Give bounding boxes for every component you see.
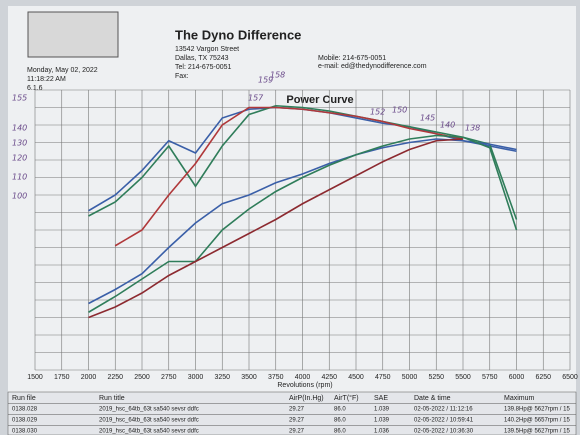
table-cell: 02-05-2022 / 10:59:41: [414, 418, 474, 424]
x-tick-label: 2250: [107, 374, 123, 381]
street: 13542 Vargon Street: [175, 46, 239, 53]
logo: [27, 11, 119, 58]
x-tick-label: 6250: [535, 374, 551, 381]
table-cell: 2019_hsc_64tb_63t sa540 sevsr ddfc: [99, 429, 199, 435]
power-curve: [88, 134, 518, 313]
x-tick-label: 4250: [321, 374, 337, 381]
handwritten-note: 157: [248, 94, 264, 103]
date: Monday, May 02, 2022: [27, 67, 98, 74]
table-cell: 1.039: [374, 418, 390, 424]
power-curve: [88, 104, 518, 220]
fax: Fax:: [175, 73, 189, 80]
handwritten-note: 140: [440, 121, 455, 130]
x-tick-label: 3750: [268, 374, 284, 381]
table-cell: 1.039: [374, 407, 390, 413]
table-header: Run title: [99, 395, 125, 402]
x-tick-label: 5750: [482, 374, 498, 381]
x-tick-label: 6500: [562, 374, 578, 381]
table-cell: 0138.029: [12, 418, 38, 424]
table-cell: 2019_hsc_64tb_63t sa540 sevsr ddfc: [99, 418, 199, 424]
handwritten-note: 110: [12, 173, 27, 182]
email: e-mail: ed@thedynodifference.com: [318, 63, 427, 70]
table-cell: 0138.028: [12, 407, 38, 413]
chart-title: Power Curve: [286, 94, 353, 106]
x-tick-label: 4750: [375, 374, 391, 381]
table-header: Date & time: [414, 395, 451, 402]
table-cell: 02-05-2022 / 11:12:16: [414, 407, 473, 413]
x-tick-label: 3500: [241, 374, 257, 381]
table-header: AirT(°F): [334, 394, 359, 402]
table-cell: 2019_hsc_64tb_63t sa540 sevsr ddfc: [99, 407, 199, 413]
table-cell: 29.27: [289, 418, 305, 424]
table-cell: 02-05-2022 / 10:36:30: [414, 429, 474, 435]
handwritten-note: 155: [12, 94, 27, 103]
table-cell: 86.0: [334, 418, 346, 424]
x-tick-label: 3250: [214, 374, 230, 381]
version: 6.1.6: [27, 85, 43, 92]
city: Dallas, TX 75243: [175, 55, 229, 62]
table-bg: [7, 391, 577, 435]
paper: [8, 6, 576, 435]
table-cell: 86.0: [334, 407, 346, 413]
handwritten-note: 100: [12, 192, 27, 201]
table-cell: 140.2Hp@ 5657rpm / 15: [504, 418, 570, 424]
table-cell: 86.0: [334, 429, 346, 435]
handwritten-note: 159: [258, 76, 273, 85]
table-cell: 1.036: [374, 429, 390, 435]
x-tick-label: 2500: [134, 374, 150, 381]
handwritten-note: 152: [370, 108, 385, 117]
table-cell: 139.5Hp@ 5627rpm / 15: [504, 429, 570, 435]
handwritten-note: 120: [12, 154, 27, 163]
company: The Dyno Difference: [175, 27, 301, 42]
table-header: Run file: [12, 395, 36, 402]
x-tick-label: 2750: [161, 374, 177, 381]
x-tick-label: 5000: [402, 374, 418, 381]
x-axis-title: Revolutions (rpm): [277, 382, 332, 389]
x-tick-label: 5500: [455, 374, 471, 381]
handwritten-note: 140: [12, 124, 27, 133]
time: 11:18:22 AM: [27, 76, 66, 83]
handwritten-note: 138: [465, 124, 480, 133]
x-tick-label: 4500: [348, 374, 364, 381]
x-tick-label: 1750: [54, 374, 70, 381]
table-header: SAE: [374, 395, 388, 402]
x-tick-label: 2000: [81, 374, 97, 381]
table-header: AirP(In.Hg): [289, 395, 324, 402]
power-curve: [88, 138, 464, 319]
handwritten-note: 150: [392, 106, 407, 115]
x-tick-label: 6000: [509, 374, 525, 381]
x-tick-label: 1500: [27, 374, 43, 381]
handwritten-note: 145: [420, 114, 435, 123]
handwritten-note: 130: [12, 139, 27, 148]
x-tick-label: 3000: [188, 374, 204, 381]
table-cell: 29.27: [289, 429, 305, 435]
table-cell: 139.8Hp@ 5627rpm / 15: [504, 407, 570, 413]
power-curve: [114, 106, 464, 247]
table-cell: 29.27: [289, 407, 305, 413]
tel: Tel: 214-675-0051: [175, 64, 232, 71]
x-tick-label: 4000: [295, 374, 311, 381]
mobile: Mobile: 214-675-0051: [318, 55, 386, 62]
handwritten-note: 158: [270, 71, 285, 80]
table-header: Maximum: [504, 395, 535, 402]
x-tick-label: 5250: [428, 374, 444, 381]
table-cell: 0138.030: [12, 429, 38, 435]
